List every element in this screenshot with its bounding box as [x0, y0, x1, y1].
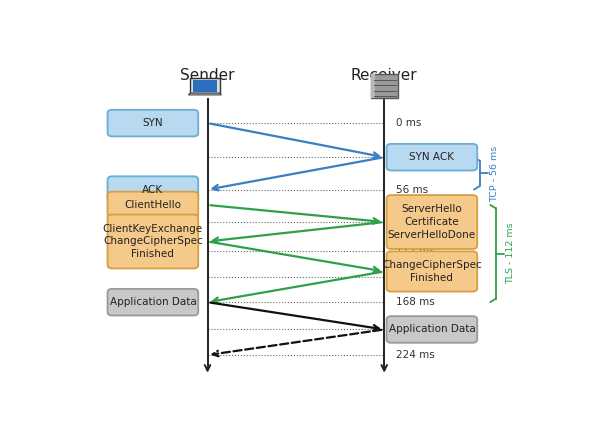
Text: ClientKeyExchange
ChangeCipherSpec
Finished: ClientKeyExchange ChangeCipherSpec Finis… [103, 224, 203, 259]
FancyBboxPatch shape [386, 316, 477, 343]
Polygon shape [188, 93, 221, 95]
Polygon shape [371, 74, 376, 98]
FancyBboxPatch shape [107, 214, 198, 268]
Text: 196 ms: 196 ms [396, 324, 434, 334]
FancyBboxPatch shape [107, 110, 198, 136]
Text: Sender: Sender [180, 68, 235, 83]
Text: SYN: SYN [143, 118, 163, 128]
FancyBboxPatch shape [386, 251, 477, 291]
Polygon shape [193, 80, 217, 92]
Text: 112 ms: 112 ms [396, 246, 434, 256]
FancyBboxPatch shape [371, 74, 398, 98]
Text: Receiver: Receiver [351, 68, 418, 83]
Text: TCP - 56 ms: TCP - 56 ms [490, 145, 499, 202]
Text: 28 ms: 28 ms [396, 152, 428, 162]
Text: ChangeCipherSpec
Finished: ChangeCipherSpec Finished [382, 260, 482, 283]
Text: 0 ms: 0 ms [396, 118, 421, 128]
FancyBboxPatch shape [386, 195, 477, 249]
Text: TLS - 112 ms: TLS - 112 ms [506, 223, 515, 284]
FancyBboxPatch shape [107, 192, 198, 218]
Text: ClientHello: ClientHello [124, 200, 181, 210]
FancyBboxPatch shape [107, 176, 198, 203]
FancyBboxPatch shape [386, 144, 477, 171]
Text: 84 ms: 84 ms [396, 217, 428, 227]
Text: Application Data: Application Data [110, 297, 196, 307]
Text: 140 ms: 140 ms [396, 272, 434, 282]
Text: Application Data: Application Data [389, 324, 475, 334]
Text: SYN ACK: SYN ACK [409, 152, 454, 162]
Text: ACK: ACK [142, 185, 163, 194]
FancyBboxPatch shape [107, 289, 198, 315]
Text: 224 ms: 224 ms [396, 350, 434, 360]
Text: 56 ms: 56 ms [396, 185, 428, 194]
Polygon shape [190, 78, 220, 93]
Text: 168 ms: 168 ms [396, 297, 434, 307]
Text: ServerHello
Certificate
ServerHelloDone: ServerHello Certificate ServerHelloDone [388, 204, 476, 240]
